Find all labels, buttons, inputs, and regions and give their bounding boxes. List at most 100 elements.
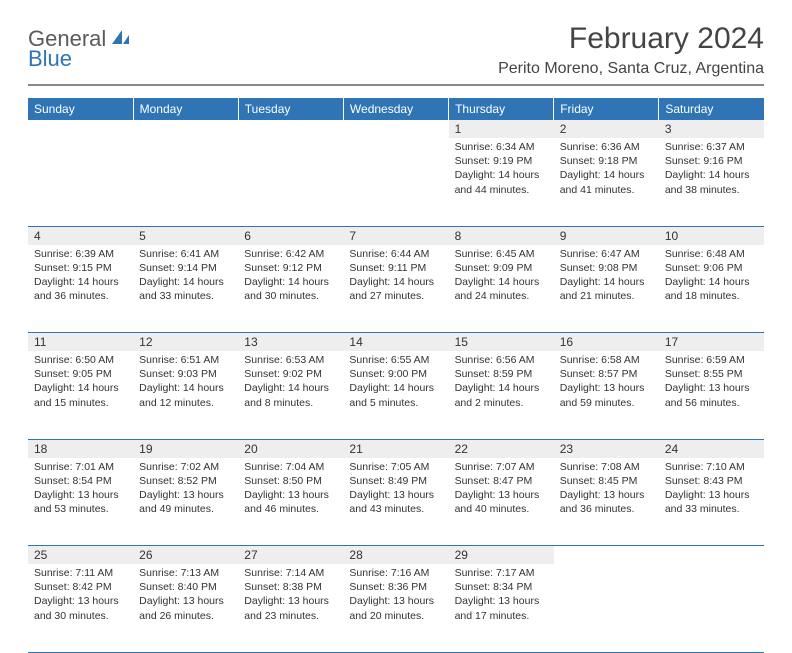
day-content-cell: Sunrise: 7:14 AMSunset: 8:38 PMDaylight:… xyxy=(238,564,343,652)
daylight-text-2: and 26 minutes. xyxy=(139,609,232,623)
day-number-cell: 10 xyxy=(659,226,764,245)
day-number-row: 45678910 xyxy=(28,226,764,245)
sunrise-text: Sunrise: 7:07 AM xyxy=(455,460,548,474)
daylight-text-1: Daylight: 14 hours xyxy=(455,381,548,395)
day-content: Sunrise: 6:41 AMSunset: 9:14 PMDaylight:… xyxy=(133,245,238,308)
day-number-cell: 18 xyxy=(28,439,133,458)
day-content: Sunrise: 7:11 AMSunset: 8:42 PMDaylight:… xyxy=(28,564,133,627)
day-number-cell: 17 xyxy=(659,333,764,352)
sunrise-text: Sunrise: 6:58 AM xyxy=(560,353,653,367)
daylight-text-2: and 27 minutes. xyxy=(349,289,442,303)
day-content-cell: Sunrise: 7:08 AMSunset: 8:45 PMDaylight:… xyxy=(554,458,659,546)
sunset-text: Sunset: 8:40 PM xyxy=(139,580,232,594)
day-number-cell: 20 xyxy=(238,439,343,458)
sunset-text: Sunset: 9:14 PM xyxy=(139,261,232,275)
day-content-cell: Sunrise: 6:44 AMSunset: 9:11 PMDaylight:… xyxy=(343,245,448,333)
day-number-cell: 25 xyxy=(28,546,133,565)
day-content: Sunrise: 6:34 AMSunset: 9:19 PMDaylight:… xyxy=(449,138,554,201)
day-content: Sunrise: 6:56 AMSunset: 8:59 PMDaylight:… xyxy=(449,351,554,414)
location: Perito Moreno, Santa Cruz, Argentina xyxy=(498,60,764,78)
daylight-text-2: and 12 minutes. xyxy=(139,396,232,410)
sunset-text: Sunset: 9:03 PM xyxy=(139,367,232,381)
day-content-cell: Sunrise: 7:01 AMSunset: 8:54 PMDaylight:… xyxy=(28,458,133,546)
sunset-text: Sunset: 8:54 PM xyxy=(34,474,127,488)
day-number-row: 123 xyxy=(28,120,764,138)
day-content-row: Sunrise: 7:11 AMSunset: 8:42 PMDaylight:… xyxy=(28,564,764,652)
daylight-text-2: and 40 minutes. xyxy=(455,502,548,516)
daylight-text-1: Daylight: 14 hours xyxy=(139,381,232,395)
daylight-text-2: and 36 minutes. xyxy=(34,289,127,303)
day-content-row: Sunrise: 6:50 AMSunset: 9:05 PMDaylight:… xyxy=(28,351,764,439)
sunset-text: Sunset: 9:19 PM xyxy=(455,154,548,168)
sunset-text: Sunset: 9:06 PM xyxy=(665,261,758,275)
day-content-cell: Sunrise: 6:47 AMSunset: 9:08 PMDaylight:… xyxy=(554,245,659,333)
daylight-text-2: and 46 minutes. xyxy=(244,502,337,516)
day-content: Sunrise: 6:36 AMSunset: 9:18 PMDaylight:… xyxy=(554,138,659,201)
day-content: Sunrise: 6:51 AMSunset: 9:03 PMDaylight:… xyxy=(133,351,238,414)
sunset-text: Sunset: 8:43 PM xyxy=(665,474,758,488)
day-content-cell: Sunrise: 6:37 AMSunset: 9:16 PMDaylight:… xyxy=(659,138,764,226)
day-content: Sunrise: 6:59 AMSunset: 8:55 PMDaylight:… xyxy=(659,351,764,414)
day-content-cell: Sunrise: 6:42 AMSunset: 9:12 PMDaylight:… xyxy=(238,245,343,333)
day-content-cell: Sunrise: 7:11 AMSunset: 8:42 PMDaylight:… xyxy=(28,564,133,652)
day-content: Sunrise: 7:02 AMSunset: 8:52 PMDaylight:… xyxy=(133,458,238,521)
daylight-text-2: and 2 minutes. xyxy=(455,396,548,410)
sunrise-text: Sunrise: 6:44 AM xyxy=(349,247,442,261)
daylight-text-2: and 20 minutes. xyxy=(349,609,442,623)
sunset-text: Sunset: 8:55 PM xyxy=(665,367,758,381)
day-number-cell xyxy=(343,120,448,138)
sunrise-text: Sunrise: 6:45 AM xyxy=(455,247,548,261)
daylight-text-2: and 18 minutes. xyxy=(665,289,758,303)
daylight-text-2: and 44 minutes. xyxy=(455,183,548,197)
day-content: Sunrise: 7:17 AMSunset: 8:34 PMDaylight:… xyxy=(449,564,554,627)
day-number-cell: 13 xyxy=(238,333,343,352)
sunset-text: Sunset: 8:36 PM xyxy=(349,580,442,594)
day-number-cell: 26 xyxy=(133,546,238,565)
sunset-text: Sunset: 9:18 PM xyxy=(560,154,653,168)
day-content: Sunrise: 7:01 AMSunset: 8:54 PMDaylight:… xyxy=(28,458,133,521)
sunset-text: Sunset: 9:09 PM xyxy=(455,261,548,275)
sunrise-text: Sunrise: 6:36 AM xyxy=(560,140,653,154)
day-content-row: Sunrise: 6:34 AMSunset: 9:19 PMDaylight:… xyxy=(28,138,764,226)
day-number-cell xyxy=(238,120,343,138)
day-content-row: Sunrise: 7:01 AMSunset: 8:54 PMDaylight:… xyxy=(28,458,764,546)
day-content-cell: Sunrise: 7:04 AMSunset: 8:50 PMDaylight:… xyxy=(238,458,343,546)
day-number-cell: 8 xyxy=(449,226,554,245)
day-number-row: 2526272829 xyxy=(28,546,764,565)
day-number-row: 11121314151617 xyxy=(28,333,764,352)
day-number-cell: 4 xyxy=(28,226,133,245)
day-content-cell: Sunrise: 6:45 AMSunset: 9:09 PMDaylight:… xyxy=(449,245,554,333)
daylight-text-1: Daylight: 14 hours xyxy=(665,168,758,182)
weekday-header: Friday xyxy=(554,98,659,120)
daylight-text-2: and 33 minutes. xyxy=(139,289,232,303)
day-content-cell: Sunrise: 6:39 AMSunset: 9:15 PMDaylight:… xyxy=(28,245,133,333)
daylight-text-2: and 33 minutes. xyxy=(665,502,758,516)
day-content-row: Sunrise: 6:39 AMSunset: 9:15 PMDaylight:… xyxy=(28,245,764,333)
day-content: Sunrise: 6:55 AMSunset: 9:00 PMDaylight:… xyxy=(343,351,448,414)
sunrise-text: Sunrise: 7:11 AM xyxy=(34,566,127,580)
daylight-text-2: and 23 minutes. xyxy=(244,609,337,623)
sunrise-text: Sunrise: 6:50 AM xyxy=(34,353,127,367)
day-number-cell: 3 xyxy=(659,120,764,138)
daylight-text-2: and 49 minutes. xyxy=(139,502,232,516)
sunset-text: Sunset: 8:52 PM xyxy=(139,474,232,488)
sunset-text: Sunset: 8:57 PM xyxy=(560,367,653,381)
day-content: Sunrise: 7:13 AMSunset: 8:40 PMDaylight:… xyxy=(133,564,238,627)
sunset-text: Sunset: 8:38 PM xyxy=(244,580,337,594)
day-content: Sunrise: 7:14 AMSunset: 8:38 PMDaylight:… xyxy=(238,564,343,627)
sunrise-text: Sunrise: 6:59 AM xyxy=(665,353,758,367)
daylight-text-2: and 41 minutes. xyxy=(560,183,653,197)
day-number-cell: 12 xyxy=(133,333,238,352)
daylight-text-1: Daylight: 13 hours xyxy=(665,381,758,395)
daylight-text-2: and 21 minutes. xyxy=(560,289,653,303)
day-number-cell: 16 xyxy=(554,333,659,352)
day-content: Sunrise: 6:42 AMSunset: 9:12 PMDaylight:… xyxy=(238,245,343,308)
daylight-text-2: and 43 minutes. xyxy=(349,502,442,516)
daylight-text-2: and 36 minutes. xyxy=(560,502,653,516)
day-content-cell: Sunrise: 7:17 AMSunset: 8:34 PMDaylight:… xyxy=(449,564,554,652)
sunset-text: Sunset: 8:42 PM xyxy=(34,580,127,594)
day-number-cell: 28 xyxy=(343,546,448,565)
day-content-cell: Sunrise: 7:13 AMSunset: 8:40 PMDaylight:… xyxy=(133,564,238,652)
daylight-text-1: Daylight: 13 hours xyxy=(349,488,442,502)
day-number-cell: 19 xyxy=(133,439,238,458)
